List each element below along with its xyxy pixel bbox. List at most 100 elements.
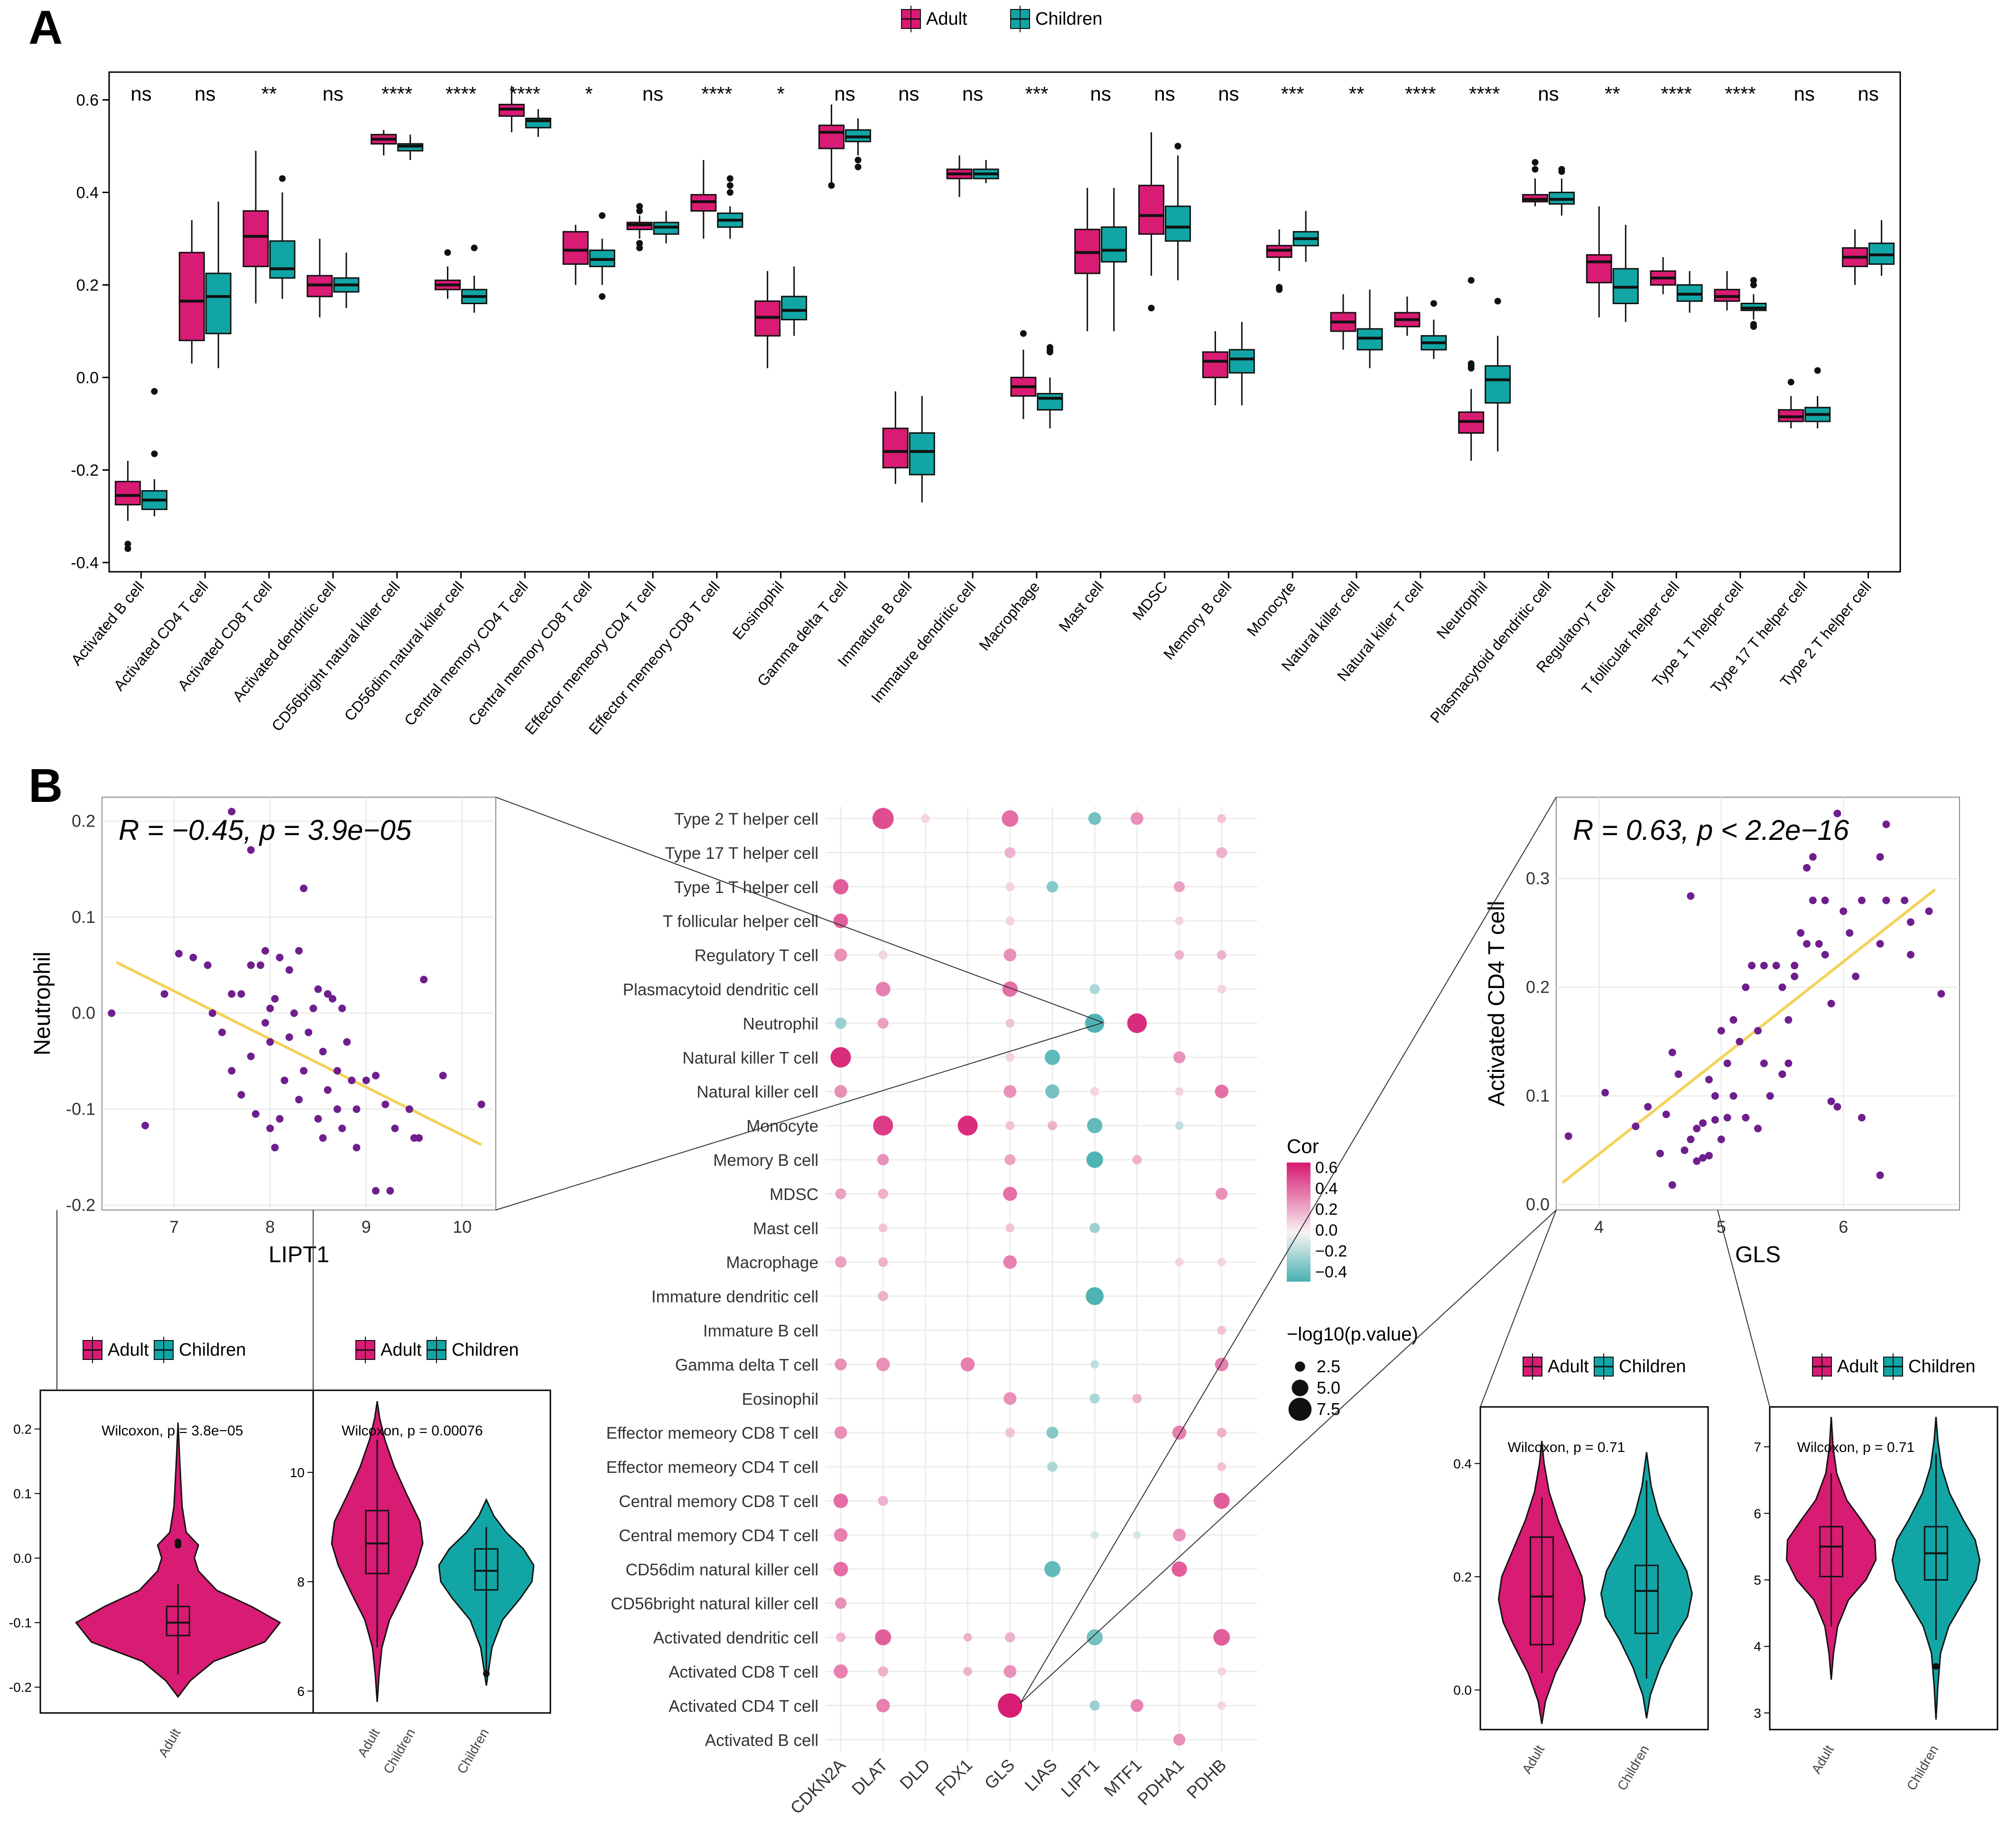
scatter-point [247, 846, 255, 854]
significance-label: ns [834, 83, 855, 105]
scatter-point [208, 1009, 216, 1017]
correlation-dot [1215, 1358, 1229, 1371]
significance-label: *** [1025, 83, 1048, 105]
correlation-dot [1089, 984, 1100, 995]
correlation-dot [877, 1017, 889, 1029]
legend-children-label: Children [1035, 9, 1103, 29]
scatter-point [353, 1105, 361, 1113]
scatter-point [1815, 940, 1823, 948]
scatter-point [1668, 1049, 1676, 1057]
box-outlier [636, 207, 643, 214]
scatter-point [228, 1067, 236, 1075]
scatter-point [1925, 907, 1933, 915]
scatter-point [353, 1144, 361, 1152]
connector-line [1480, 1210, 1557, 1407]
correlation-dot [1217, 1427, 1227, 1438]
legend-gradient-step [1287, 1208, 1310, 1210]
correlation-dot [1215, 1084, 1229, 1098]
scatter-point [1833, 1103, 1841, 1111]
box-outlier [1750, 277, 1757, 284]
legend-gradient-step [1287, 1279, 1310, 1282]
correlation-dot [1003, 1187, 1017, 1201]
legend-adult-label: Adult [108, 1340, 149, 1360]
plot-frame [1556, 797, 1960, 1210]
scatter-point [189, 953, 197, 961]
box [1586, 254, 1612, 284]
y-tick-label: 0.3 [1526, 869, 1550, 888]
row-label: Natural killer T cell [682, 1049, 818, 1067]
legend-gradient-step [1287, 1198, 1310, 1201]
legend-gradient-step [1287, 1262, 1310, 1265]
column-label: PDHB [1183, 1755, 1230, 1803]
scatter-point [1601, 1089, 1609, 1097]
scatter-point [405, 1105, 413, 1113]
scatter-point [1882, 820, 1890, 828]
box-outlier [1750, 281, 1757, 288]
scatter-point [439, 1071, 447, 1080]
correlation-annotation: R = 0.63, p < 2.2e−16 [1573, 814, 1849, 846]
violin-box [1530, 1536, 1554, 1646]
legend-size-label: 2.5 [1317, 1357, 1340, 1376]
scatter-point [1705, 1076, 1713, 1084]
regression-line [1561, 888, 1936, 1184]
boxplot-panel-a: -0.4 -0.2 0.0 0.2 0.4 0.6 Adult Children Activat… [68, 6, 1901, 738]
scatter-point [1687, 1135, 1695, 1144]
legend-gradient-step [1287, 1257, 1310, 1260]
legend-cor-tick: 0.4 [1315, 1180, 1338, 1198]
correlation-dot [1005, 916, 1015, 926]
correlation-dot [875, 1629, 892, 1646]
correlation-dot [1173, 1733, 1186, 1746]
correlation-dot [836, 1632, 846, 1642]
correlation-dot [960, 1357, 975, 1372]
y-tick-label: -0.2 [9, 1680, 32, 1695]
correlation-dot [1217, 950, 1226, 960]
scatter-point [1803, 940, 1811, 948]
correlation-dot [833, 1493, 848, 1508]
x-tick-label: Children [1615, 1743, 1652, 1793]
column-label: GLS [981, 1755, 1019, 1793]
scatter-point [1632, 1122, 1640, 1130]
correlation-dot [1171, 1561, 1187, 1577]
scatter-point [1821, 950, 1829, 959]
scatter-point [266, 1005, 274, 1013]
correlation-dot [1044, 1050, 1060, 1065]
violin-box [1819, 1526, 1844, 1578]
scatter-point [314, 985, 322, 993]
scatter-point [290, 1009, 298, 1017]
legend-gradient-step [1287, 1203, 1310, 1206]
x-tick-label: Central memory CD4 T cell [401, 578, 531, 729]
legend-adult-label: Adult [381, 1340, 422, 1360]
x-tick-label: Adult [156, 1726, 184, 1759]
correlation-dot [1003, 949, 1017, 962]
x-tick-label: Immature dendritic cell [868, 578, 979, 706]
legend-gradient-step [1287, 1276, 1310, 1279]
row-label: Type 2 T helper cell [674, 810, 818, 828]
legend-gradient-step [1287, 1241, 1310, 1244]
row-label: T follicular helper cell [663, 912, 818, 931]
correlation-dot [1217, 1667, 1226, 1676]
y-tick-label: 8 [297, 1574, 305, 1589]
correlation-dot [1002, 981, 1018, 997]
violin-shape [74, 1422, 281, 1698]
scatter-point [204, 961, 212, 969]
legend-gradient-step [1287, 1246, 1310, 1248]
scatter-point [333, 1067, 341, 1075]
correlation-dot [878, 1257, 888, 1267]
scatter-gls-activated-cd4: 4 5 6 0.0 0.1 0.2 0.3 R = 0.63, p < 2.2e−16 GLS A… [1484, 797, 1960, 1267]
legend-gradient-step [1287, 1253, 1310, 1256]
scatter-point [1748, 961, 1756, 969]
correlation-dot [835, 1188, 846, 1200]
box-outlier [1532, 159, 1539, 166]
box-outlier [1468, 277, 1475, 284]
correlation-dot [1046, 881, 1059, 893]
box [882, 428, 909, 469]
scatter-point [1717, 1027, 1725, 1035]
correlation-dot [835, 1597, 847, 1609]
scatter-point [1833, 810, 1841, 818]
legend-gradient-step [1287, 1215, 1310, 1218]
legend-gradient-step [1287, 1234, 1310, 1237]
box [1101, 226, 1127, 263]
correlation-dot [878, 1666, 888, 1677]
scatter-point [1681, 1146, 1689, 1154]
